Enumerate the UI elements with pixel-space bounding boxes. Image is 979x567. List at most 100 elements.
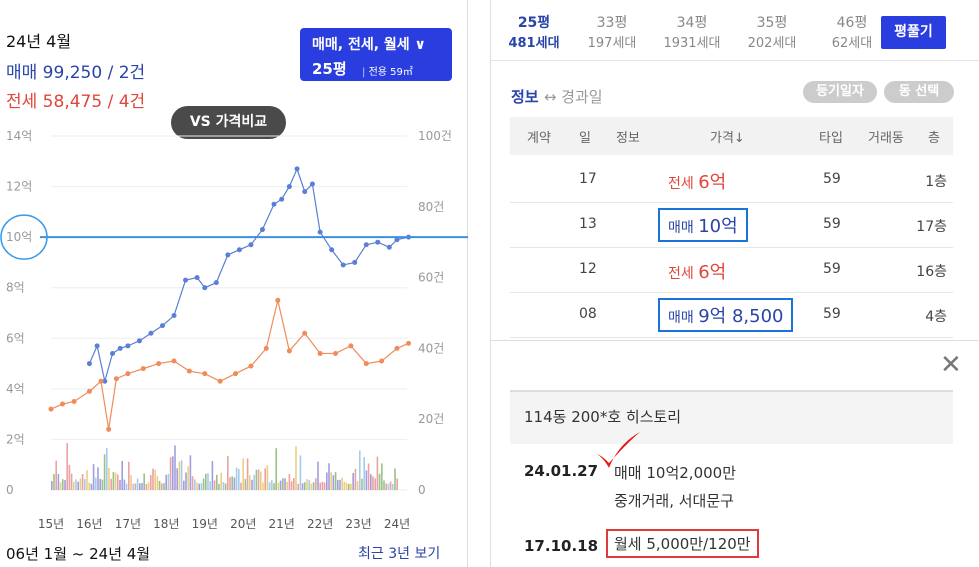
cell-type: 59 bbox=[823, 216, 841, 232]
data-point bbox=[183, 277, 189, 283]
data-point bbox=[375, 239, 381, 245]
table-row[interactable]: 12 전세 6억 59 16층 bbox=[510, 247, 953, 293]
pyeong-tab-4[interactable]: 46평 62세대 bbox=[812, 12, 892, 51]
volume-bar bbox=[392, 483, 394, 490]
data-point bbox=[202, 371, 208, 377]
history-date-2: 17.10.18 bbox=[524, 537, 599, 555]
volume-bar bbox=[117, 474, 119, 490]
y-right-tick-label: 100건 bbox=[418, 129, 452, 143]
volume-bar bbox=[51, 481, 53, 490]
volume-bar bbox=[77, 481, 79, 490]
data-point bbox=[202, 285, 208, 291]
series-line-rent bbox=[50, 300, 409, 430]
col-price[interactable]: 가격↓ bbox=[710, 131, 745, 146]
pyeong-tab-1[interactable]: 33평 197세대 bbox=[572, 12, 652, 51]
close-icon[interactable]: ✕ bbox=[940, 350, 962, 380]
cell-floor: 4층 bbox=[925, 309, 947, 325]
rent-summary: 전세 58,475 / 4건 bbox=[6, 92, 146, 112]
data-point bbox=[271, 201, 277, 207]
data-point bbox=[110, 350, 116, 356]
volume-bar bbox=[317, 461, 319, 490]
cell-price: 전세 6억 bbox=[668, 172, 727, 193]
data-point bbox=[329, 247, 335, 253]
pyeong-tab-0[interactable]: 25평 481세대 bbox=[494, 12, 574, 51]
cell-type: 59 bbox=[823, 261, 841, 277]
y-tick-label: 10억 bbox=[6, 230, 32, 244]
volume-bar bbox=[262, 482, 264, 490]
volume-bar bbox=[123, 479, 126, 490]
volume-bar bbox=[354, 468, 357, 490]
volume-bar bbox=[240, 482, 242, 490]
volume-bar bbox=[59, 482, 62, 490]
volume-bar bbox=[332, 475, 335, 490]
pyeong-calc-button[interactable]: 평풀기 bbox=[881, 16, 946, 49]
recent-3y-link[interactable]: 최근 3년 보기 bbox=[358, 546, 441, 562]
col-dong[interactable]: 거래동 bbox=[868, 131, 904, 146]
pyeong-units: 62세대 bbox=[831, 36, 873, 51]
volume-bar bbox=[299, 455, 302, 490]
volume-bar bbox=[253, 474, 255, 490]
data-point bbox=[275, 297, 281, 303]
volume-bar bbox=[185, 472, 187, 490]
data-point bbox=[186, 368, 192, 374]
volume-bar bbox=[266, 465, 269, 490]
volume-bar bbox=[183, 480, 185, 490]
data-point bbox=[248, 242, 254, 248]
cell-floor: 1층 bbox=[925, 174, 947, 190]
data-point bbox=[106, 426, 112, 432]
volume-bar bbox=[343, 481, 346, 490]
volume-bar bbox=[286, 481, 288, 490]
data-point bbox=[86, 388, 92, 394]
col-floor[interactable]: 층 bbox=[928, 131, 940, 146]
table-row[interactable]: 13 매매 10억 59 17층 bbox=[510, 202, 953, 248]
volume-bar bbox=[295, 446, 297, 490]
volume-bar bbox=[180, 460, 183, 490]
dong-select-button[interactable]: 동 선택 bbox=[884, 81, 954, 103]
data-point bbox=[233, 371, 239, 377]
tab-info[interactable]: 정보 ↔ 경과일 bbox=[511, 88, 603, 106]
pyeong-size: 46평 bbox=[836, 15, 868, 31]
volume-bar bbox=[271, 480, 273, 490]
volume-bar bbox=[103, 454, 106, 490]
history-trade-1: 매매 10억2,000만 bbox=[614, 464, 736, 482]
volume-bar bbox=[249, 475, 251, 490]
x-tick-label: 17년 bbox=[115, 517, 141, 530]
col-type[interactable]: 타입 bbox=[819, 131, 843, 146]
volume-bar bbox=[337, 479, 339, 490]
volume-bar bbox=[165, 474, 167, 490]
volume-bar bbox=[348, 483, 350, 490]
x-tick-label: 24년 bbox=[384, 517, 410, 530]
volume-bar bbox=[158, 480, 161, 490]
volume-bar bbox=[57, 474, 60, 490]
volume-bar bbox=[92, 464, 95, 490]
tab-elapsed-days[interactable]: ↔ 경과일 bbox=[543, 88, 603, 106]
volume-bar bbox=[367, 463, 370, 490]
volume-bar bbox=[229, 477, 231, 490]
area-label: | 전용 59㎡ bbox=[362, 67, 413, 78]
volume-bar bbox=[257, 469, 260, 490]
register-date-button[interactable]: 등기일자 bbox=[803, 81, 877, 103]
vs-compare-button[interactable]: VS 가격비교 bbox=[171, 106, 286, 139]
pyeong-tab-3[interactable]: 35평 202세대 bbox=[732, 12, 812, 51]
table-row[interactable]: 08 매매 9억 8,500 59 4층 bbox=[510, 292, 953, 338]
data-point bbox=[194, 275, 200, 281]
volume-bar bbox=[231, 476, 233, 490]
volume-bar bbox=[387, 483, 390, 490]
y-tick-label: 8억 bbox=[6, 281, 25, 295]
volume-bar bbox=[147, 482, 150, 490]
volume-bar bbox=[167, 473, 170, 490]
data-point bbox=[263, 345, 269, 351]
trade-type-label: 매매, 전세, 월세 ∨ bbox=[312, 37, 426, 53]
volume-bar bbox=[216, 474, 218, 490]
data-point bbox=[71, 399, 77, 404]
data-point bbox=[217, 378, 223, 384]
volume-bar bbox=[163, 483, 165, 490]
data-point bbox=[113, 376, 119, 382]
volume-bar bbox=[64, 480, 66, 490]
pyeong-tab-2[interactable]: 34평 1931세대 bbox=[652, 12, 732, 51]
trade-type-selector[interactable]: 매매, 전세, 월세 ∨ 25평 | 전용 59㎡ bbox=[300, 28, 452, 81]
volume-bar bbox=[125, 483, 128, 490]
history-header bbox=[510, 390, 953, 444]
y-tick-label: 6억 bbox=[6, 331, 25, 345]
table-row[interactable]: 17 전세 6억 59 1층 bbox=[510, 157, 953, 203]
